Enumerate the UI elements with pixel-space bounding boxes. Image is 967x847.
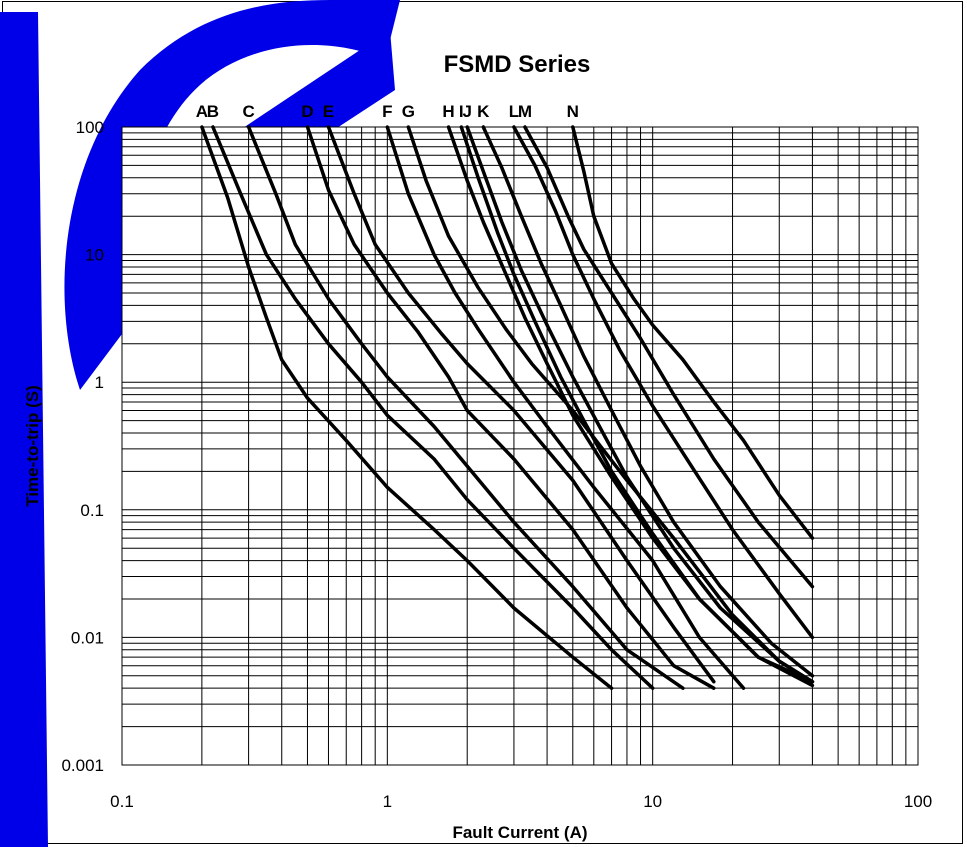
series-line-d (305, 125, 716, 690)
series-line-b (211, 125, 655, 690)
y-tick-label: 0.001 (61, 756, 104, 775)
series-label-c: C (242, 102, 254, 121)
series-label-i: I (459, 102, 464, 121)
series-line-l (512, 125, 815, 640)
y-tick-label: 10 (85, 246, 104, 265)
y-tick-label: 1 (95, 373, 104, 392)
series-layer (200, 125, 815, 690)
y-tick-label: 0.01 (71, 628, 104, 647)
series-label-l: L (509, 102, 519, 121)
series-label-e: E (323, 102, 334, 121)
series-label-m: M (518, 102, 532, 121)
chart-title: FSMD Series (444, 51, 591, 78)
series-label-j: J (462, 102, 471, 121)
y-axis-label: Time-to-trip (S) (23, 385, 42, 507)
series-line-a (200, 125, 614, 690)
series-line-g (406, 125, 815, 684)
y-tick-label: 100 (76, 118, 104, 137)
series-line-n (571, 125, 815, 540)
x-tick-label: 10 (643, 792, 662, 811)
series-line-i (459, 125, 815, 688)
series-line-e (326, 125, 716, 684)
series-line-c (246, 125, 685, 690)
y-tick-label: 0.1 (80, 501, 104, 520)
x-tick-label: 100 (904, 792, 932, 811)
series-label-k: K (477, 102, 490, 121)
y-tick-labels: 100 10 1 0.1 0.01 0.001 (61, 118, 104, 775)
x-tick-label: 0.1 (110, 792, 134, 811)
plot-area (122, 127, 918, 765)
series-line-k (481, 125, 815, 678)
series-label-g: G (402, 102, 415, 121)
series-label-n: N (567, 102, 579, 121)
x-tick-labels: 0.1 1 10 100 (110, 792, 932, 811)
x-tick-label: 1 (383, 792, 392, 811)
series-label-d: D (301, 102, 313, 121)
series-line-m (523, 125, 815, 589)
series-line-f (385, 125, 746, 690)
series-label-a: A (196, 102, 208, 121)
plot-border (121, 126, 919, 766)
series-label-b: B (207, 102, 219, 121)
series-label-f: F (382, 102, 392, 121)
series-line-j (465, 125, 815, 684)
series-label-h: H (442, 102, 454, 121)
series-labels: AB C D E F G H IJ K LM N (196, 102, 579, 121)
x-axis-label: Fault Current (A) (452, 823, 587, 842)
